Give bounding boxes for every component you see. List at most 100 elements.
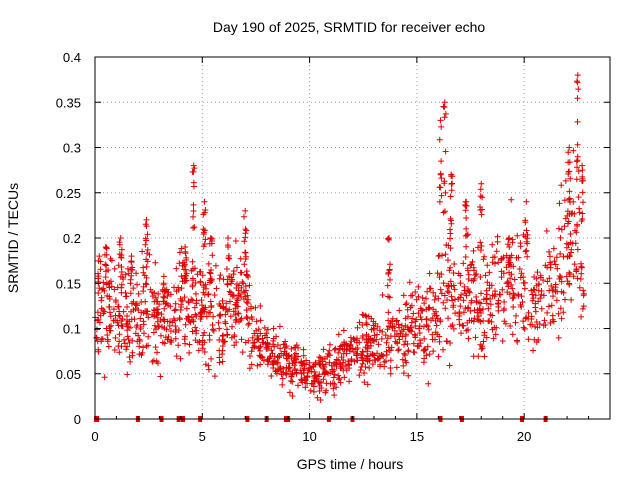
data-point <box>510 303 517 310</box>
data-point <box>378 351 385 358</box>
data-point <box>520 318 527 325</box>
data-point <box>95 348 102 355</box>
data-point <box>340 359 347 366</box>
data-point <box>577 275 584 282</box>
data-point <box>371 356 378 363</box>
data-point <box>152 259 159 266</box>
data-point <box>428 317 435 324</box>
data-point <box>477 300 484 307</box>
data-point <box>528 287 535 294</box>
data-point <box>326 352 333 359</box>
data-point <box>314 376 321 383</box>
data-point <box>419 294 426 301</box>
data-point <box>477 239 484 246</box>
data-point <box>396 307 403 314</box>
data-point <box>205 366 212 373</box>
data-point <box>561 197 568 204</box>
data-point <box>191 224 198 231</box>
data-point <box>447 245 454 252</box>
data-point <box>199 345 206 352</box>
data-point <box>274 342 281 349</box>
data-point <box>282 338 289 345</box>
data-point <box>520 324 527 331</box>
data-point <box>192 290 199 297</box>
data-point <box>457 294 464 301</box>
data-point <box>411 349 418 356</box>
data-point <box>136 337 143 344</box>
data-point <box>100 279 107 286</box>
data-point <box>208 304 215 311</box>
data-point <box>101 287 108 294</box>
data-point <box>477 274 484 281</box>
data-point <box>418 316 425 323</box>
x-axis-label: GPS time / hours <box>297 456 404 472</box>
data-point <box>444 297 451 304</box>
data-point <box>245 321 252 328</box>
data-point <box>385 235 392 241</box>
data-point <box>337 379 344 386</box>
y-tick-label: 0.05 <box>56 367 81 382</box>
data-point <box>114 319 121 326</box>
data-point <box>400 370 407 377</box>
data-point <box>106 323 113 330</box>
data-point <box>192 279 199 286</box>
data-point <box>208 355 215 362</box>
data-point <box>363 336 370 343</box>
data-point <box>551 258 558 265</box>
data-point <box>193 300 200 307</box>
data-point <box>506 269 513 276</box>
data-point <box>138 352 145 359</box>
data-point <box>374 331 381 338</box>
data-point <box>316 380 323 387</box>
data-point <box>144 246 151 253</box>
data-point <box>448 187 455 194</box>
data-point <box>225 243 232 250</box>
data-point <box>124 333 131 340</box>
data-point <box>512 319 519 326</box>
data-point <box>244 315 251 322</box>
data-point <box>359 311 366 318</box>
data-point <box>566 144 573 151</box>
data-point <box>555 225 562 232</box>
data-point <box>143 216 150 223</box>
data-point <box>118 289 125 296</box>
data-point <box>211 291 218 298</box>
data-point <box>385 309 392 316</box>
data-point <box>532 300 539 307</box>
data-point <box>127 358 134 365</box>
data-point <box>546 248 553 255</box>
data-point <box>220 305 227 312</box>
data-point <box>478 345 485 352</box>
data-point <box>149 293 156 300</box>
data-point <box>491 324 498 331</box>
data-point <box>298 358 305 365</box>
data-point <box>447 340 454 347</box>
data-point <box>562 215 569 222</box>
data-point <box>359 360 366 367</box>
data-point <box>360 357 367 364</box>
data-point <box>178 285 185 292</box>
data-point <box>566 168 573 175</box>
data-point <box>233 339 240 346</box>
data-point <box>327 380 334 387</box>
data-point <box>574 223 581 230</box>
data-point <box>378 335 385 342</box>
data-point <box>524 231 531 238</box>
data-point <box>477 193 484 200</box>
y-tick-label: 0.25 <box>56 186 81 201</box>
data-point <box>206 332 213 339</box>
data-point <box>141 272 148 279</box>
data-point <box>126 354 133 361</box>
data-point <box>167 291 174 298</box>
data-point <box>209 322 216 329</box>
data-point <box>579 162 586 169</box>
data-point <box>415 310 422 317</box>
data-point <box>499 338 506 345</box>
data-point <box>325 370 332 377</box>
data-point <box>192 311 199 318</box>
data-point <box>306 359 313 366</box>
data-point <box>233 295 240 302</box>
data-point <box>133 302 140 309</box>
data-point <box>314 394 321 401</box>
data-point <box>474 306 481 313</box>
